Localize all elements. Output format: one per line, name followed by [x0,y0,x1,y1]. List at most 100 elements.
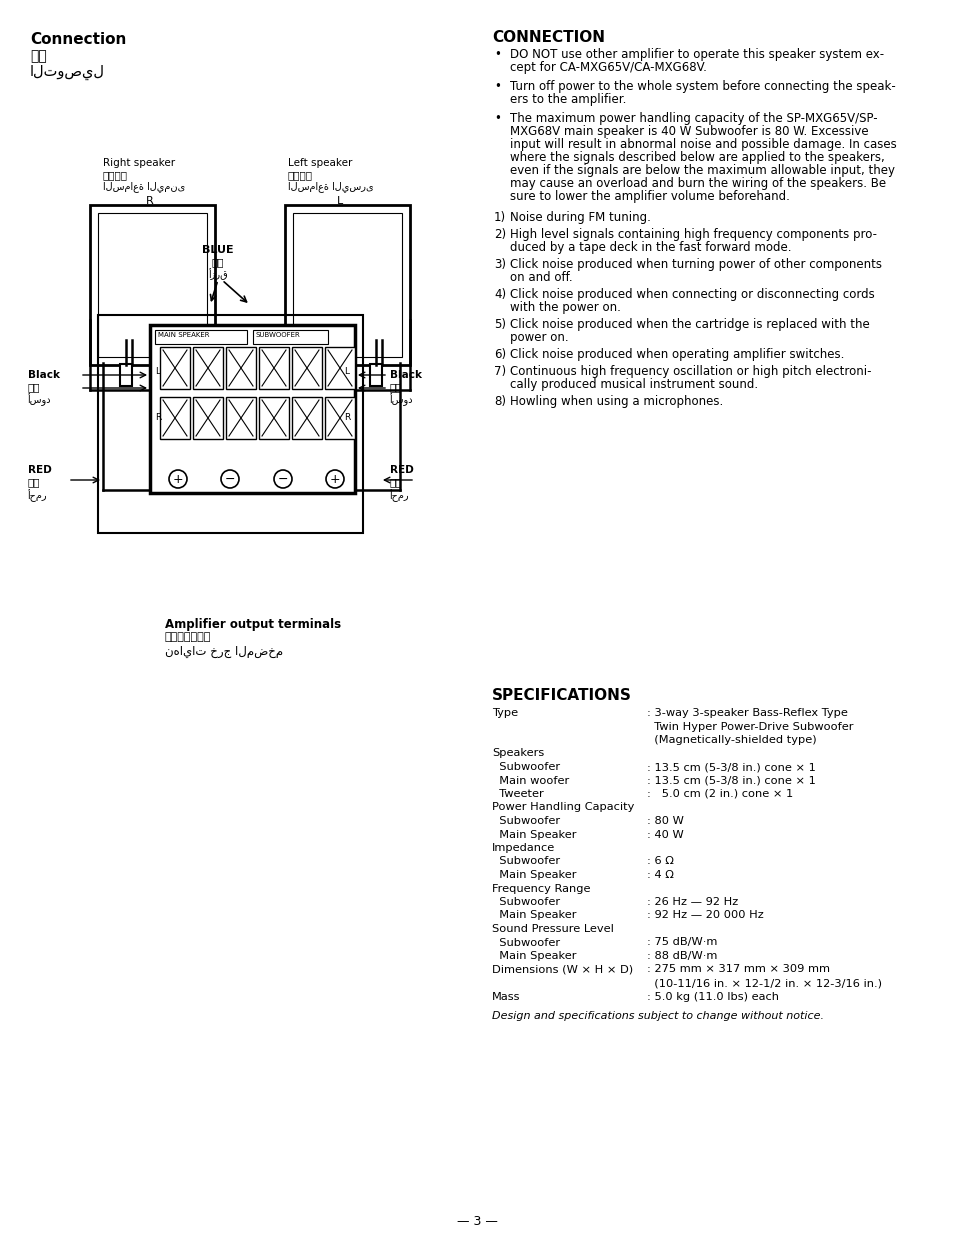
Text: أحمر: أحمر [28,489,48,501]
Text: 7): 7) [494,366,506,378]
Text: Black: Black [390,370,421,380]
Text: التوصيل: التوصيل [30,65,105,80]
Bar [253,330,328,345]
Bar [160,347,190,389]
Text: cept for CA-MXG65V/CA-MXG68V.: cept for CA-MXG65V/CA-MXG68V. [510,61,706,74]
Text: : 75 dB/W·m: : 75 dB/W·m [646,937,717,947]
Text: may cause an overload and burn the wiring of the speakers. Be: may cause an overload and burn the wirin… [510,177,885,190]
Text: — 3 —: — 3 — [456,1215,497,1228]
Text: Connection: Connection [30,32,126,47]
Text: Frequency Range: Frequency Range [492,883,590,893]
Text: Impedance: Impedance [492,844,555,853]
Circle shape [221,471,239,488]
Text: 4): 4) [494,288,506,301]
Text: : 40 W: : 40 W [646,830,683,840]
Text: DO NOT use other amplifier to operate this speaker system ex-: DO NOT use other amplifier to operate th… [510,48,883,61]
Text: أسود: أسود [28,393,51,406]
Bar [193,347,223,389]
Text: input will result in abnormal noise and possible damage. In cases: input will result in abnormal noise and … [510,138,896,151]
Text: (10-11/16 in. × 12-1/2 in. × 12-3/16 in.): (10-11/16 in. × 12-1/2 in. × 12-3/16 in.… [646,978,882,988]
Text: L: L [155,367,160,375]
Text: Noise during FM tuning.: Noise during FM tuning. [510,211,650,224]
Text: with the power on.: with the power on. [510,301,620,314]
Text: SPECIFICATIONS: SPECIFICATIONS [492,688,631,703]
Bar [160,396,190,438]
Text: أزرق: أزرق [208,268,228,280]
Text: Speakers: Speakers [492,748,543,758]
Text: R: R [343,412,350,422]
Bar [226,396,255,438]
Text: : 3-way 3-speaker Bass-Reflex Type: : 3-way 3-speaker Bass-Reflex Type [646,708,847,718]
Text: 放大器输出端子: 放大器输出端子 [165,632,212,642]
Bar [98,212,207,357]
Text: Click noise produced when connecting or disconnecting cords: Click noise produced when connecting or … [510,288,874,301]
Bar [293,212,401,357]
Text: •: • [494,80,500,93]
Text: R: R [146,196,153,206]
Text: L: L [336,196,343,206]
Text: 黑色: 黑色 [390,382,402,391]
Text: cally produced musical instrument sound.: cally produced musical instrument sound. [510,378,758,391]
Text: :   5.0 cm (2 in.) cone × 1: : 5.0 cm (2 in.) cone × 1 [646,789,792,799]
Bar [258,396,289,438]
Text: : 13.5 cm (5-3/8 in.) cone × 1: : 13.5 cm (5-3/8 in.) cone × 1 [646,776,815,785]
Text: R: R [154,412,161,422]
Text: 右扬声器: 右扬声器 [103,170,128,180]
Text: +: + [330,473,340,487]
Text: sure to lower the amplifier volume beforehand.: sure to lower the amplifier volume befor… [510,190,789,203]
Text: Subwoofer: Subwoofer [492,857,559,867]
Text: أحمر: أحمر [390,489,409,501]
Text: Click noise produced when operating amplifier switches.: Click noise produced when operating ampl… [510,348,843,361]
Bar [292,347,322,389]
Text: Mass: Mass [492,992,520,1002]
Text: Main Speaker: Main Speaker [492,951,576,961]
Text: RED: RED [28,466,51,475]
Bar [325,347,355,389]
Text: Type: Type [492,708,517,718]
Text: Dimensions (W × H × D): Dimensions (W × H × D) [492,965,633,974]
Text: السماعة اليمنى: السماعة اليمنى [103,182,185,191]
Bar [98,315,363,534]
Text: Main Speaker: Main Speaker [492,869,576,881]
Text: duced by a tape deck in the fast forward mode.: duced by a tape deck in the fast forward… [510,241,791,254]
Text: ers to the amplifier.: ers to the amplifier. [510,93,626,106]
Text: 8): 8) [494,395,505,408]
Text: −: − [277,473,288,487]
Text: 5): 5) [494,317,505,331]
Text: The maximum power handling capacity of the SP-MXG65V/SP-: The maximum power handling capacity of t… [510,112,877,125]
Text: 2): 2) [494,228,506,241]
Text: Howling when using a microphones.: Howling when using a microphones. [510,395,722,408]
Text: Twin Hyper Power-Drive Subwoofer: Twin Hyper Power-Drive Subwoofer [646,721,853,731]
Text: Continuous high frequency oscillation or high pitch electroni-: Continuous high frequency oscillation or… [510,366,871,378]
Text: Power Handling Capacity: Power Handling Capacity [492,803,634,813]
Text: •: • [494,48,500,61]
Text: 6): 6) [494,348,506,361]
Bar [226,347,255,389]
Text: Sound Pressure Level: Sound Pressure Level [492,924,613,934]
Text: •: • [494,112,500,125]
Text: CONNECTION: CONNECTION [492,30,604,44]
Bar [292,396,322,438]
Text: : 92 Hz — 20 000 Hz: : 92 Hz — 20 000 Hz [646,910,763,920]
Text: Main Speaker: Main Speaker [492,910,576,920]
Text: 黑色: 黑色 [28,382,40,391]
Text: MXG68V main speaker is 40 W Subwoofer is 80 W. Excessive: MXG68V main speaker is 40 W Subwoofer is… [510,125,868,138]
Bar [193,396,223,438]
Text: 接线: 接线 [30,49,47,63]
Bar [90,205,214,366]
Text: : 6 Ω: : 6 Ω [646,857,673,867]
Bar [150,325,355,493]
Text: Subwoofer: Subwoofer [492,816,559,826]
Text: power on.: power on. [510,331,568,345]
Text: Click noise produced when the cartridge is replaced with the: Click noise produced when the cartridge … [510,317,869,331]
Bar [370,364,381,387]
Text: Left speaker: Left speaker [288,158,352,168]
Text: : 26 Hz — 92 Hz: : 26 Hz — 92 Hz [646,897,738,906]
Text: 红色: 红色 [28,477,40,487]
Text: +: + [172,473,183,487]
Text: −: − [225,473,235,487]
Bar [258,347,289,389]
Bar [325,396,355,438]
Text: 3): 3) [494,258,505,270]
Text: SUBWOOFER: SUBWOOFER [255,332,300,338]
